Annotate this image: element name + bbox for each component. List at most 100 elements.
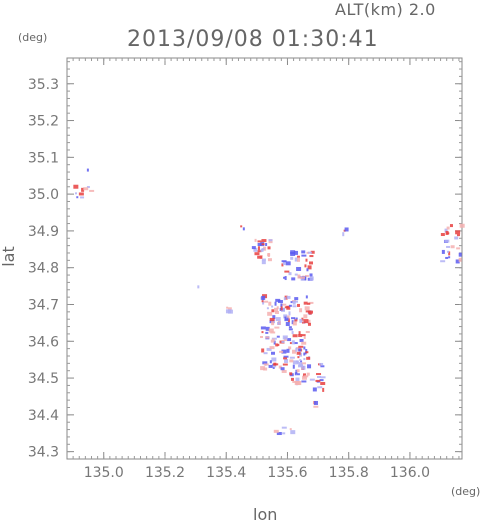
echo-pixel <box>273 340 276 345</box>
echo-pixel <box>286 348 290 353</box>
echo-pixel <box>317 386 323 389</box>
echo-pixel <box>291 317 296 320</box>
echo-pixel <box>288 304 292 307</box>
echo-pixel <box>281 260 287 263</box>
echo-pixel <box>268 239 273 242</box>
echo-pixel <box>299 339 304 343</box>
echo-pixel <box>265 331 269 334</box>
echo-pixel <box>275 343 279 347</box>
echo-pixel <box>307 265 312 270</box>
echo-pixel <box>261 348 265 353</box>
echo-pixel <box>86 168 89 172</box>
echo-pixel <box>272 315 276 320</box>
echo-pixel <box>440 233 445 237</box>
echo-pixel <box>261 258 266 261</box>
echo-pixel <box>307 322 311 326</box>
echo-pixel <box>269 346 275 350</box>
echo-pixel <box>294 297 299 301</box>
echo-pixel <box>291 340 295 345</box>
echo-pixel <box>280 367 285 371</box>
plot-frame <box>66 57 463 460</box>
echo-pixel <box>281 426 287 429</box>
x-tick-label: 135.2 <box>145 465 185 481</box>
echo-pixel <box>286 295 291 299</box>
echo-pixel <box>75 192 78 195</box>
echo-pixel <box>300 360 303 363</box>
echo-pixel <box>285 315 290 320</box>
echo-pixel <box>299 318 303 323</box>
echo-pixel <box>301 254 307 257</box>
y-tick-label: 34.8 <box>28 261 59 277</box>
echo-pixel <box>276 432 282 436</box>
echo-pixel <box>295 377 300 382</box>
echo-pixel <box>80 196 85 199</box>
echo-pixel <box>296 255 300 258</box>
echo-pixel <box>307 251 312 254</box>
echo-pixel <box>299 308 303 313</box>
echo-pixel <box>450 245 455 249</box>
echo-pixel <box>83 187 89 191</box>
echo-pixel <box>89 189 95 192</box>
echo-pixel <box>304 274 309 277</box>
echo-pixel <box>268 301 272 306</box>
echo-pixel <box>281 349 287 354</box>
echo-pixel <box>296 351 301 355</box>
echo-pixel <box>227 307 232 311</box>
echo-pixel <box>299 276 305 279</box>
echo-pixel <box>254 238 257 242</box>
echo-pixel <box>304 375 309 378</box>
echo-pixel <box>261 243 265 246</box>
echo-pixel <box>266 347 272 351</box>
echo-pixel <box>297 361 303 364</box>
echo-pixel <box>270 331 276 334</box>
y-tick-label: 34.7 <box>28 297 59 313</box>
echo-pixel <box>446 245 451 248</box>
echo-pixel <box>458 252 462 257</box>
echo-pixel <box>309 261 314 265</box>
echo-pixel <box>292 305 297 308</box>
echo-pixel <box>269 317 275 321</box>
echo-pixel <box>76 196 79 199</box>
radar-echoes <box>73 168 465 436</box>
echo-pixel <box>261 295 266 300</box>
echo-pixel <box>78 192 84 196</box>
echo-pixel <box>273 429 279 433</box>
echo-pixel <box>307 319 311 324</box>
echo-pixel <box>257 243 262 247</box>
echo-pixel <box>274 301 277 306</box>
echo-pixel <box>240 225 243 228</box>
echo-pixel <box>260 336 264 339</box>
echo-pixel <box>308 312 312 315</box>
echo-pixel <box>301 334 306 337</box>
echo-pixel <box>317 375 322 378</box>
echo-pixel <box>282 363 288 366</box>
echo-pixel <box>281 307 286 312</box>
echo-pixel <box>264 300 269 303</box>
echo-pixel <box>271 305 274 308</box>
echo-pixel <box>440 260 446 263</box>
echo-pixel <box>288 326 292 329</box>
echo-pixel <box>455 259 460 264</box>
echo-pixel <box>287 338 292 342</box>
echo-pixel <box>265 336 270 339</box>
echo-pixel <box>456 247 461 250</box>
echo-pixel <box>319 379 324 382</box>
echo-pixel <box>284 319 289 322</box>
echo-pixel <box>284 276 287 281</box>
echo-pixel <box>294 372 297 376</box>
x-tick-label: 135.4 <box>206 465 246 481</box>
echo-pixel <box>445 230 449 235</box>
echo-pixel <box>283 314 288 319</box>
echo-pixel <box>288 272 292 276</box>
echo-pixel <box>268 364 273 368</box>
echo-pixel <box>458 257 462 262</box>
echo-pixel <box>455 230 461 235</box>
echo-pixel <box>274 326 280 329</box>
echo-pixel <box>290 251 296 256</box>
echo-pixel <box>305 351 309 354</box>
echo-pixel <box>342 232 345 237</box>
echo-pixel <box>289 342 292 345</box>
echo-pixel <box>306 372 310 376</box>
echo-pixel <box>267 253 270 258</box>
